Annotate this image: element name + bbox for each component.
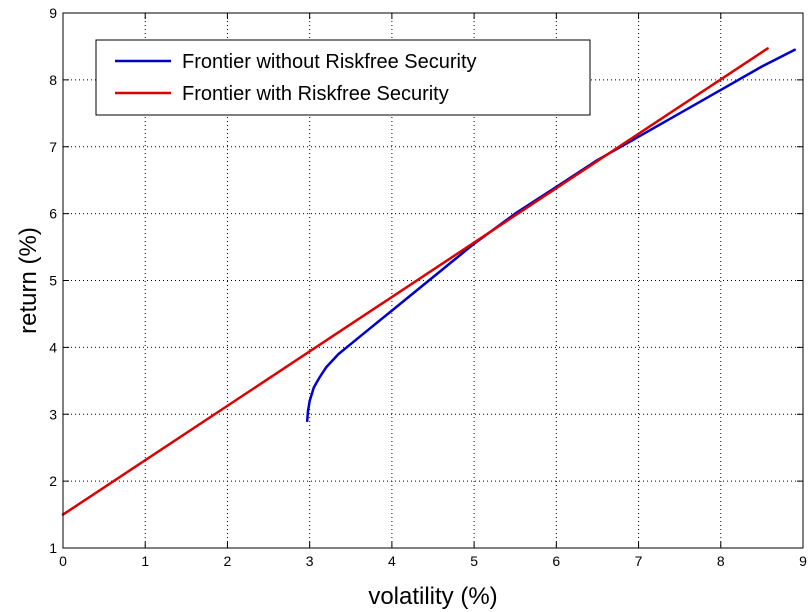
y-axis-label: return (%) [15,227,42,334]
legend-label-with-riskfree: Frontier with Riskfree Security [182,83,449,105]
grid [63,13,803,548]
y-tick-label: 1 [49,540,57,556]
ticks [62,12,804,549]
x-tick-label: 2 [224,553,232,569]
legend: Frontier without Riskfree Security Front… [95,39,591,116]
x-tick-label: 8 [717,553,725,569]
x-axis-label: volatility (%) [368,583,497,610]
x-tick-label: 6 [552,553,560,569]
x-tick-labels: 0 1 2 3 4 5 6 7 8 9 [59,553,807,569]
x-tick-label: 7 [635,553,643,569]
y-tick-labels: 1 2 3 4 5 6 7 8 9 [49,5,57,556]
legend-box [95,39,591,116]
y-tick-label: 5 [49,273,57,289]
x-tick-label: 9 [799,553,807,569]
y-tick-label: 4 [49,339,57,355]
y-tick-label: 7 [49,139,57,155]
y-tick-label: 6 [49,206,57,222]
y-tick-label: 9 [49,5,57,21]
x-tick-label: 0 [59,553,67,569]
x-tick-label: 1 [141,553,149,569]
legend-label-without-riskfree: Frontier without Riskfree Security [182,51,477,73]
x-tick-label: 4 [388,553,396,569]
y-tick-label: 8 [49,72,57,88]
y-tick-label: 2 [49,473,57,489]
y-tick-label: 3 [49,406,57,422]
x-tick-label: 3 [306,553,314,569]
x-tick-label: 5 [470,553,478,569]
series-line-with-riskfree [61,47,769,516]
series-layer [61,47,797,516]
series-line-without-riskfree [305,48,797,423]
